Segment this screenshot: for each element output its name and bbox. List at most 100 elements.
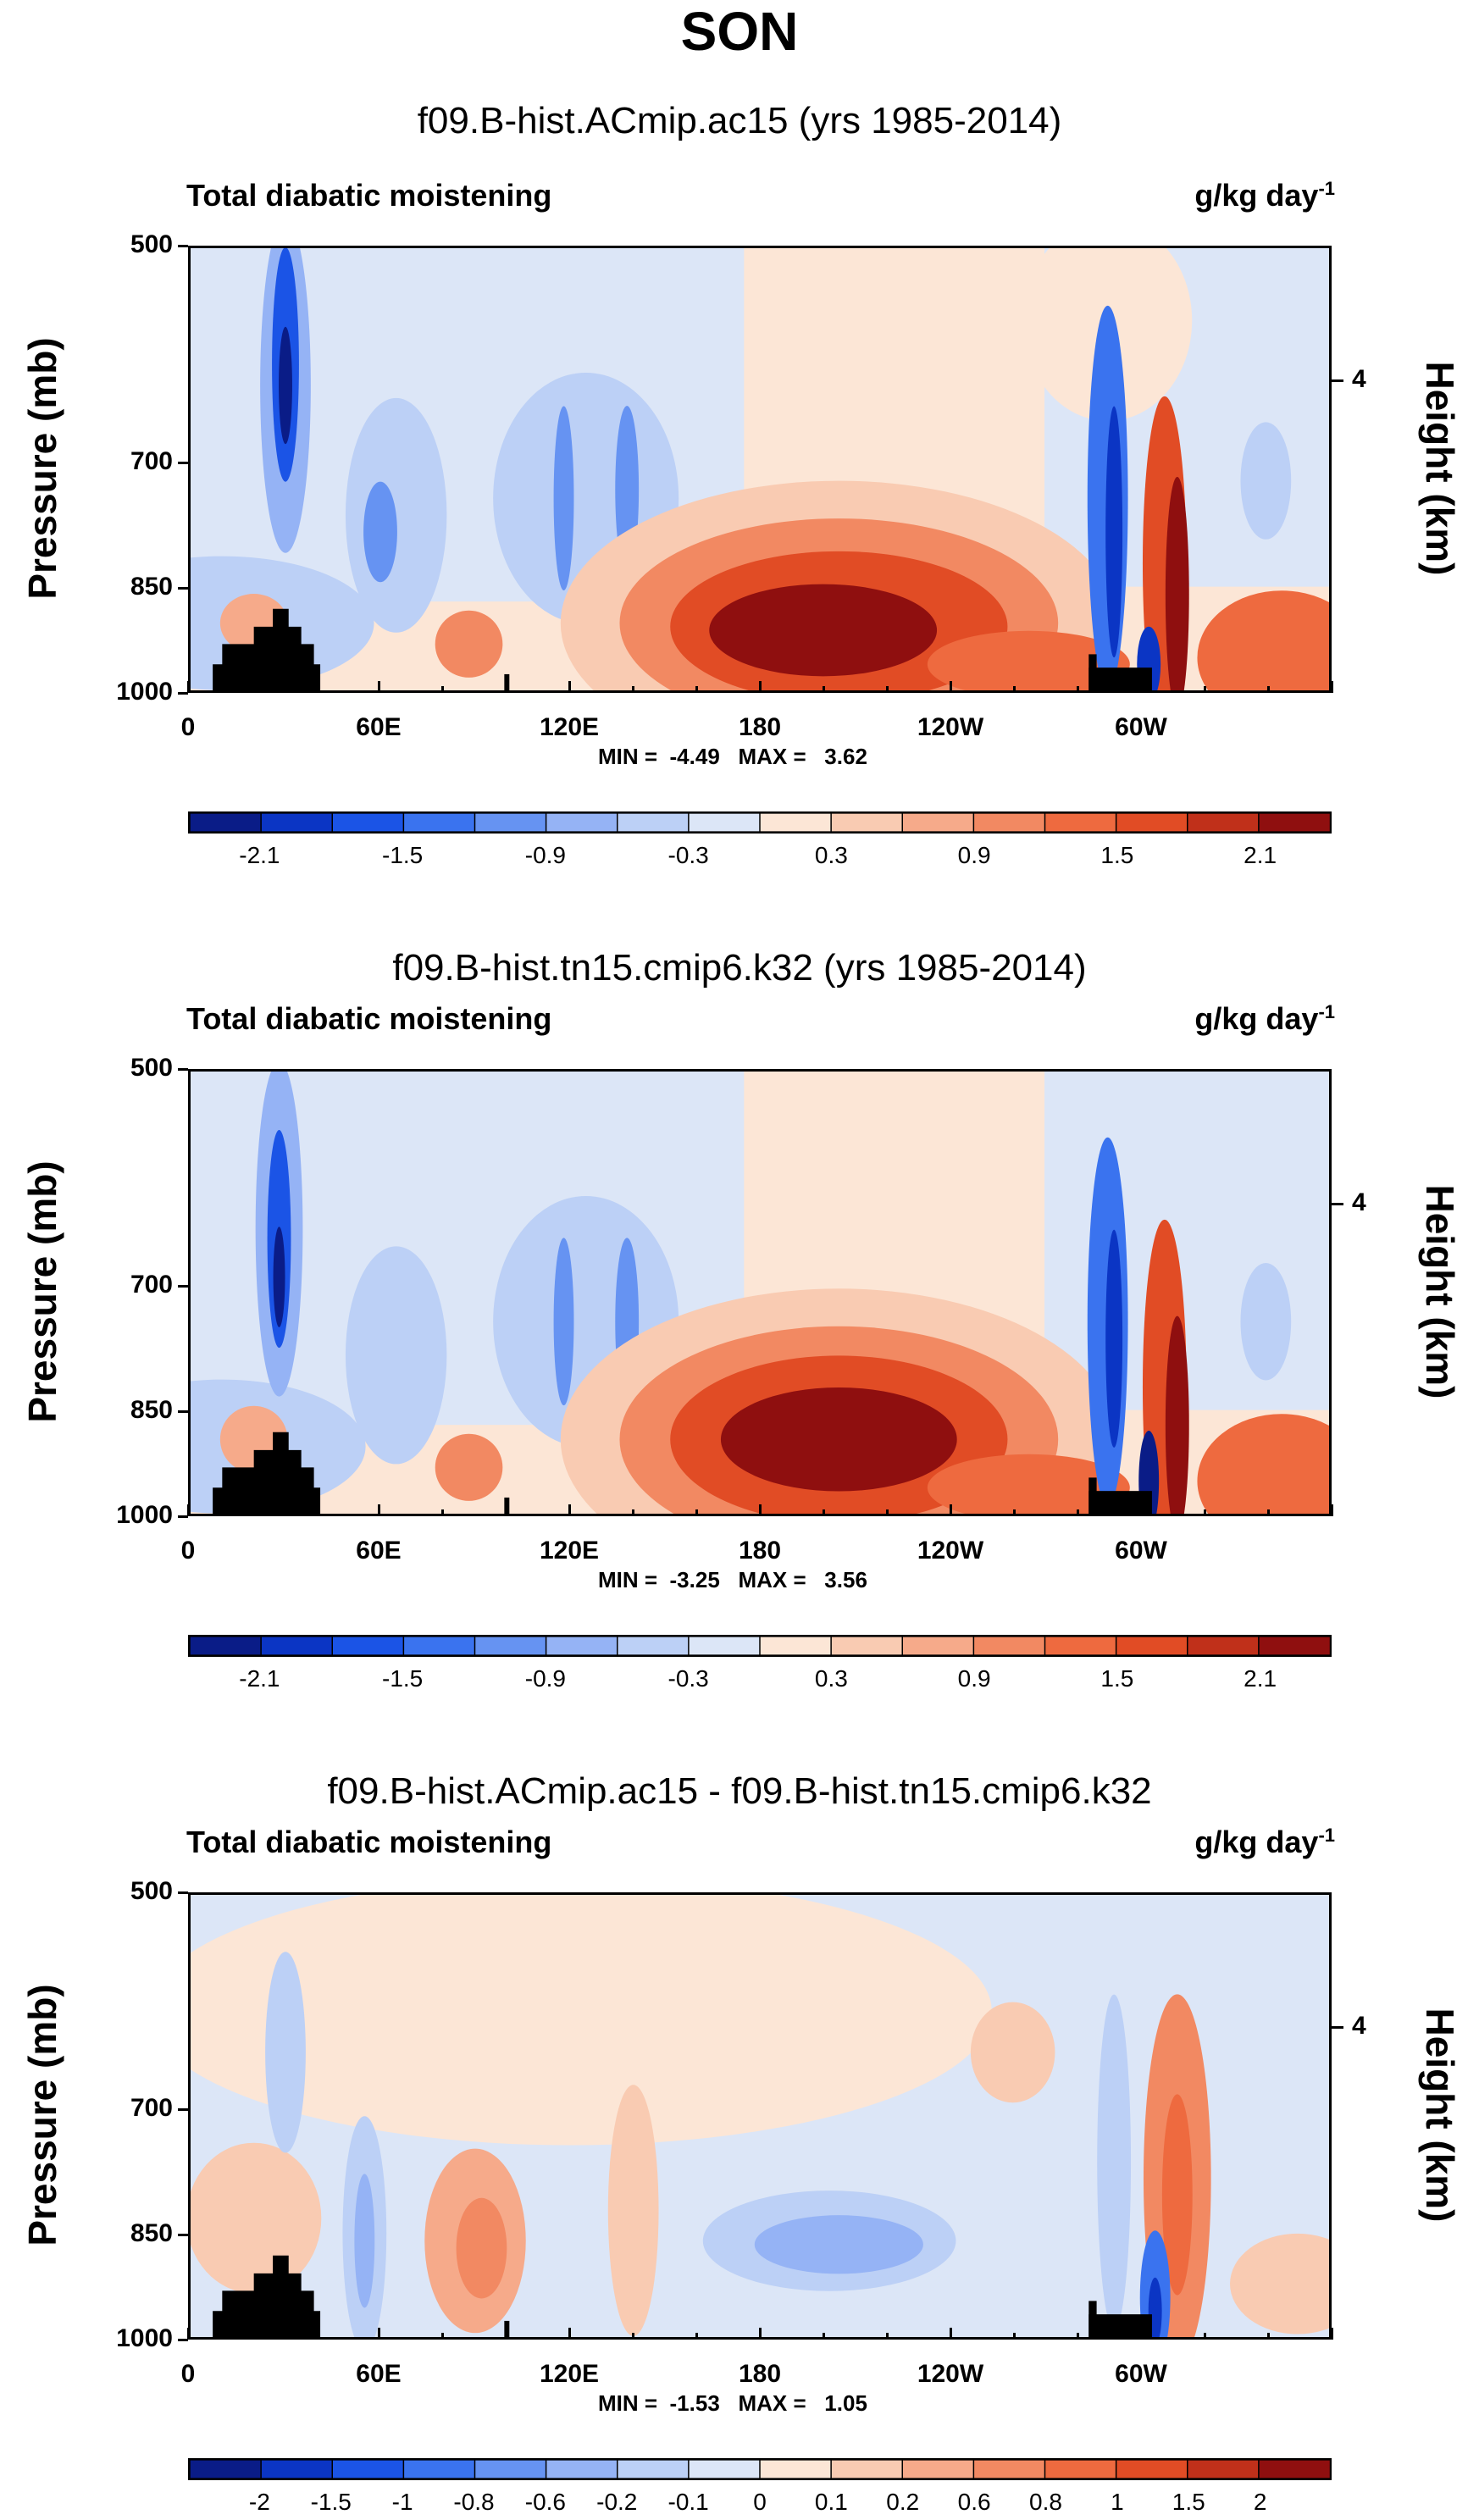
x-tick-mark xyxy=(568,681,571,693)
x-tick-mark xyxy=(886,1509,889,1516)
x-tick-mark xyxy=(1204,686,1206,693)
colorbar-swatch xyxy=(260,2460,334,2478)
contour-region xyxy=(435,1433,503,1501)
x-tick-mark xyxy=(441,686,444,693)
colorbar-swatch xyxy=(545,1637,618,1655)
y-tick-label: 500 xyxy=(130,1054,173,1082)
units-exponent: -1 xyxy=(1318,1825,1335,1846)
x-tick-label: 180 xyxy=(738,1537,782,1565)
x-tick-mark xyxy=(441,2333,444,2340)
contour-region xyxy=(191,1895,992,2146)
colorbar-swatch xyxy=(1115,1637,1188,1655)
colorbar-swatch xyxy=(688,2460,762,2478)
x-tick-mark xyxy=(823,1509,825,1516)
colorbar-swatch xyxy=(972,1637,1046,1655)
x-tick-mark xyxy=(187,681,190,693)
x-tick-mark xyxy=(314,2333,317,2340)
contour-region xyxy=(354,2174,375,2308)
x-tick-label: 60W xyxy=(1115,1537,1167,1565)
contour-region xyxy=(191,2142,322,2294)
y-tick-label: 850 xyxy=(130,1396,173,1425)
colorbar-swatch xyxy=(1115,813,1188,832)
x-tick-mark xyxy=(1077,1509,1079,1516)
x-tick-label: 120W xyxy=(917,1537,984,1565)
topography-sumatra xyxy=(504,673,510,690)
contour-region xyxy=(1044,1072,1329,1410)
colorbar-swatch xyxy=(474,1637,547,1655)
y-axis-title: Pressure (mb) xyxy=(20,1160,64,1423)
right-tick-mark xyxy=(1332,1202,1343,1205)
units-label: g/kg day-1 xyxy=(1194,178,1335,213)
x-tick-mark xyxy=(695,686,698,693)
x-tick-mark xyxy=(568,2328,571,2340)
y-tick-label: 700 xyxy=(130,1271,173,1299)
colorbar-swatch xyxy=(190,2460,263,2478)
contour-region xyxy=(1197,1414,1329,1514)
colorbar-label: -2 xyxy=(248,2489,270,2515)
y-axis-title-right: Height (km) xyxy=(1418,361,1462,576)
contour-region xyxy=(970,2002,1055,2103)
y-tick-label: 1000 xyxy=(116,2324,173,2352)
colorbar-label: 0.3 xyxy=(814,1665,848,1692)
panel-title: f09.B-hist.ACmip.ac15 (yrs 1985-2014) xyxy=(417,100,1062,141)
y-axis-title: Pressure (mb) xyxy=(20,1984,64,2246)
x-tick-mark xyxy=(823,2333,825,2340)
contour-region xyxy=(1105,1229,1123,1448)
x-tick-mark xyxy=(378,681,380,693)
contour-region xyxy=(1197,590,1329,690)
topography-sumatra xyxy=(504,2320,510,2337)
colorbar-label: 1.5 xyxy=(1100,842,1134,868)
x-tick-mark xyxy=(695,2333,698,2340)
x-tick-mark xyxy=(1204,2333,1206,2340)
y-tick-mark xyxy=(178,2234,188,2237)
x-tick-label: 60E xyxy=(356,713,402,741)
colorbar-label: -1.5 xyxy=(310,2489,352,2515)
colorbar-swatch xyxy=(402,1637,476,1655)
colorbar-label: 0.3 xyxy=(814,842,848,868)
x-tick-label: 60E xyxy=(356,1537,402,1565)
topography-andes-peak xyxy=(1088,654,1097,690)
contour-region xyxy=(1161,2094,1193,2296)
colorbar-label: 1.5 xyxy=(1100,1665,1134,1692)
x-tick-mark xyxy=(632,2333,634,2340)
contour-region xyxy=(1105,406,1123,658)
colorbar-swatch xyxy=(688,1637,762,1655)
x-tick-mark xyxy=(441,1509,444,1516)
colorbar-swatch xyxy=(1187,2460,1260,2478)
min-max-stats: MIN = -3.25 MAX = 3.56 xyxy=(598,1567,867,1592)
y-tick-label: 850 xyxy=(130,2219,173,2248)
x-tick-mark xyxy=(1331,681,1333,693)
x-tick-mark xyxy=(823,686,825,693)
x-tick-label: 60E xyxy=(356,2360,402,2388)
colorbar-swatch xyxy=(1258,1637,1330,1655)
x-tick-mark xyxy=(187,1504,190,1516)
colorbar-label: -1.5 xyxy=(382,842,424,868)
colorbar-swatch xyxy=(830,2460,904,2478)
x-tick-mark xyxy=(759,681,762,693)
contour-region xyxy=(456,2197,507,2299)
colorbar-swatch xyxy=(830,1637,904,1655)
y-tick-label: 1000 xyxy=(116,1501,173,1529)
colorbar-label: 2.1 xyxy=(1244,1665,1277,1692)
y-tick-label: 850 xyxy=(130,573,173,601)
panel-title: f09.B-hist.tn15.cmip6.k32 (yrs 1985-2014… xyxy=(392,947,1087,989)
colorbar-label: -0.3 xyxy=(667,1665,709,1692)
x-tick-label: 120E xyxy=(539,1537,600,1565)
colorbar-label: 0.8 xyxy=(1029,2489,1062,2515)
contour-region xyxy=(709,584,938,677)
colorbar-swatch xyxy=(1187,813,1260,832)
x-tick-mark xyxy=(759,2328,762,2340)
contour-region xyxy=(1165,1315,1189,1514)
x-tick-mark xyxy=(251,2333,253,2340)
colorbar-swatch xyxy=(759,813,833,832)
y-axis-title-right: Height (km) xyxy=(1418,2008,1462,2223)
x-tick-mark xyxy=(314,1509,317,1516)
topography-sumatra xyxy=(504,1497,510,1514)
contour-region xyxy=(927,1454,1130,1514)
contour-region xyxy=(435,610,503,678)
contour-region xyxy=(720,1387,957,1492)
colorbar-label: 0.6 xyxy=(957,2489,991,2515)
colorbar-label: -2.1 xyxy=(239,1665,280,1692)
colorbar xyxy=(188,1635,1332,1657)
colorbar-swatch xyxy=(617,1637,690,1655)
